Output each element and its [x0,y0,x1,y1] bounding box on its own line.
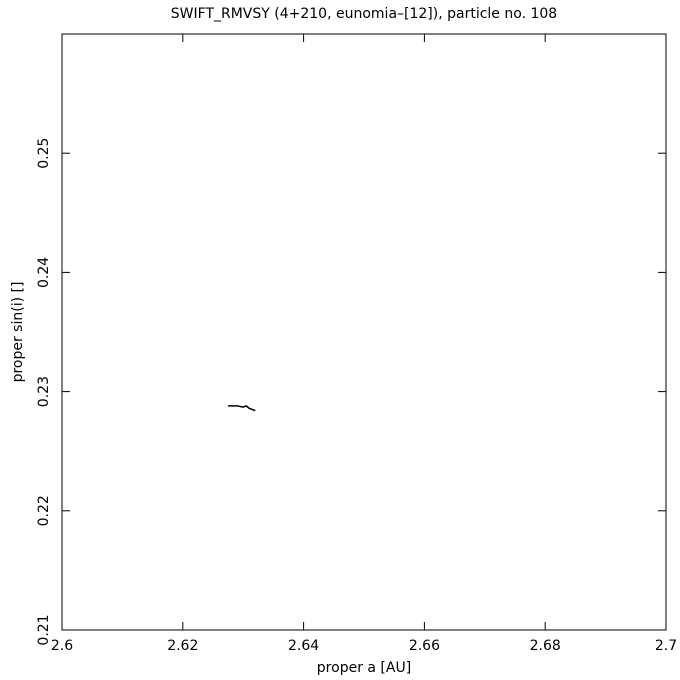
y-tick-label: 0.24 [36,257,52,288]
x-tick-label: 2.64 [288,638,319,654]
x-tick-label: 2.62 [167,638,198,654]
y-tick-label: 0.22 [36,495,52,526]
x-tick-label: 2.7 [655,638,677,654]
x-axis-label: proper a [AU] [317,660,411,676]
x-tick-label: 2.66 [409,638,440,654]
chart-title: SWIFT_RMVSY (4+210, eunomia–[12]), parti… [171,6,557,22]
y-axis-label: proper sin(i) [] [10,282,26,383]
x-tick-label: 2.6 [51,638,73,654]
y-tick-label: 0.21 [36,614,52,645]
data-line [228,405,256,412]
y-tick-label: 0.25 [36,138,52,169]
x-tick-label: 2.68 [530,638,561,654]
y-tick-label: 0.23 [36,376,52,407]
plot-frame [61,33,667,631]
